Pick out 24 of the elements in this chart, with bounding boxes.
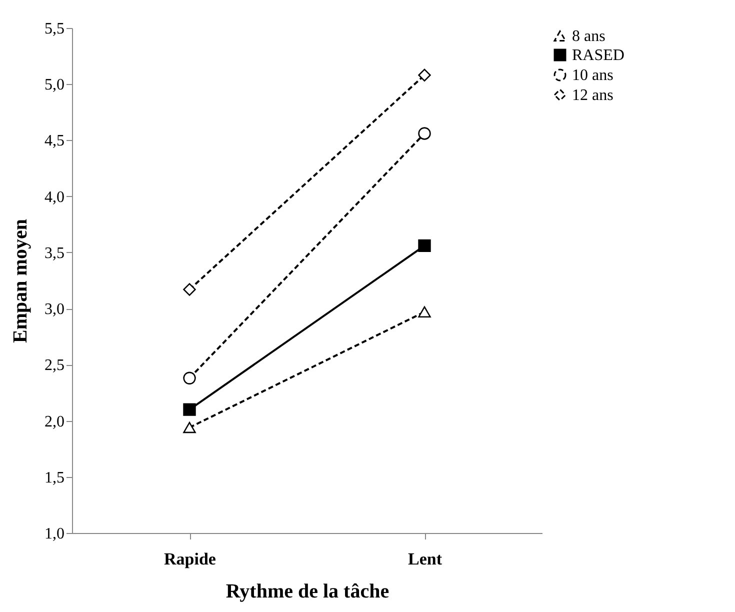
y-tick-label: 4,0 [44, 188, 64, 206]
x-tick-label: Lent [408, 550, 442, 568]
point [418, 127, 431, 140]
y-tick-label: 3,0 [44, 301, 64, 318]
y-tick-label: 5,0 [44, 76, 64, 94]
y-axis-title: Empan moyen [10, 219, 32, 343]
y-tick-label: 2,5 [44, 357, 64, 374]
legend-label: 8 ans [572, 28, 606, 45]
y-tick-label: 1,0 [44, 526, 64, 542]
legend-label: RASED [572, 47, 624, 64]
legend-label: 10 ans [572, 67, 614, 84]
point [183, 403, 196, 416]
point [183, 372, 196, 384]
point [418, 239, 431, 252]
y-tick-label: 3,5 [44, 244, 64, 262]
x-axis-title: Rythme de la tâche [226, 580, 390, 602]
point [418, 68, 431, 82]
y-tick-label: 4,5 [44, 132, 64, 150]
y-tick-label: 5,5 [44, 20, 64, 38]
legend-label: 12 ans [572, 87, 614, 104]
y-tick-label: 1,5 [44, 469, 64, 486]
x-tick-label: Rapide [164, 550, 216, 568]
y-tick-label: 2,0 [44, 413, 64, 430]
point [183, 283, 196, 296]
